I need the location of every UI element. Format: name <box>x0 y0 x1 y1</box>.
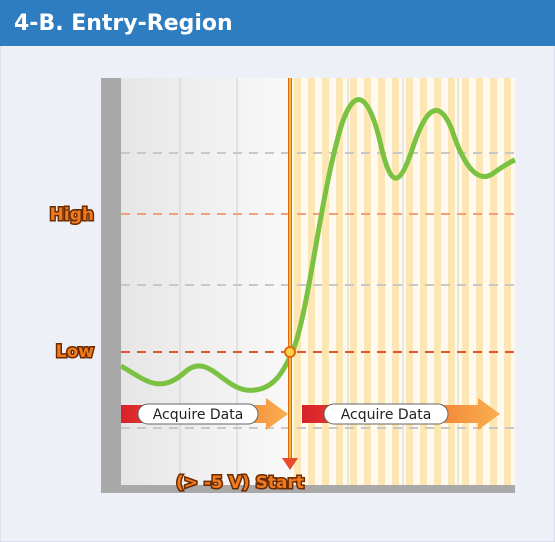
low-label: Low <box>56 342 95 362</box>
header-bar <box>0 0 555 46</box>
trigger-arrow <box>282 458 298 470</box>
dashed-lines <box>121 152 515 429</box>
arrow-label: Acquire Data <box>153 407 244 423</box>
title: 4-B. Entry-Region <box>14 11 233 36</box>
pill <box>137 403 259 425</box>
high-label: High <box>50 205 94 225</box>
bottom-bar <box>101 485 515 493</box>
pill <box>323 403 449 425</box>
left-bar <box>101 78 121 492</box>
trigger-label: (> -5 V) Start <box>176 473 304 493</box>
signal <box>119 97 516 393</box>
arrow-label: Acquire Data <box>341 407 432 423</box>
trigger-point <box>284 346 296 358</box>
